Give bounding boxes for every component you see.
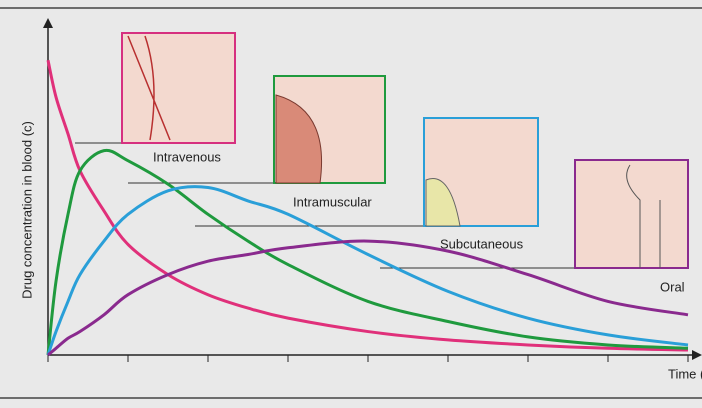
series-label: Intravenous <box>153 149 221 164</box>
y-axis-label: Drug concentration in blood (c) <box>19 121 34 299</box>
series-label: Intramuscular <box>293 194 372 209</box>
page: Drug concentration in blood (c) Time (t)… <box>0 0 702 408</box>
oral-illustration <box>575 160 688 268</box>
series-label: Subcutaneous <box>440 236 524 251</box>
series-label: Oral <box>660 279 685 294</box>
iv-illustration <box>122 33 235 143</box>
x-axis-label: Time (t) <box>668 366 702 381</box>
chart: Drug concentration in blood (c) Time (t)… <box>0 0 702 408</box>
